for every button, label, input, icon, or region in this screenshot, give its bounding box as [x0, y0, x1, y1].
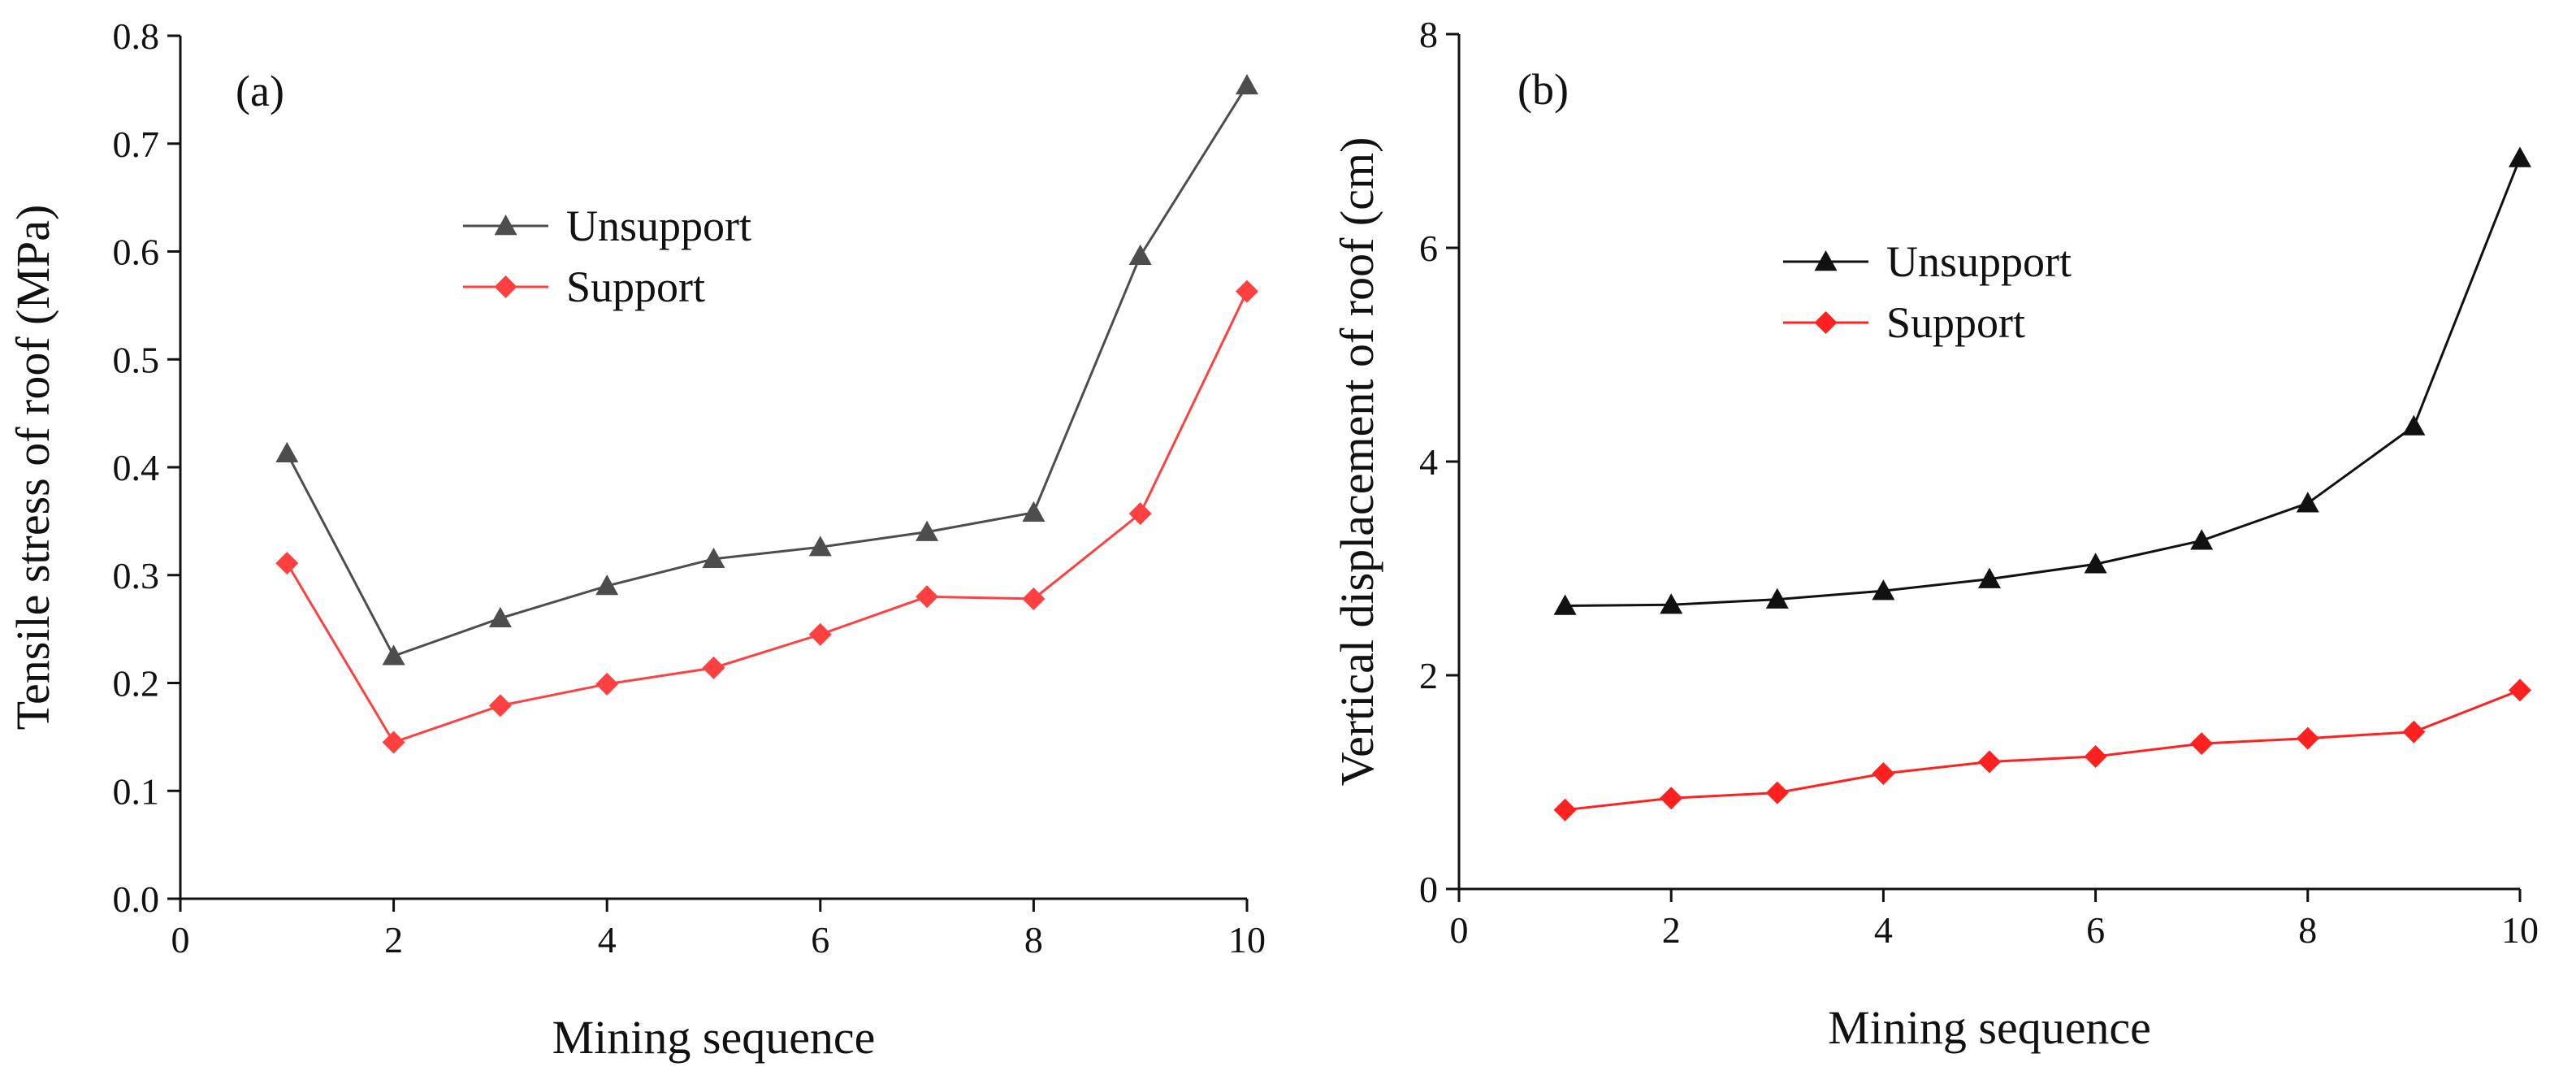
data-point-unsupport [1872, 579, 1895, 601]
series-line-unsupport [285, 85, 1249, 658]
data-point-unsupport [2084, 553, 2107, 574]
y-tick-label: 0.7 [113, 124, 160, 165]
data-point-unsupport [1236, 74, 1258, 95]
data-point-support [808, 622, 832, 646]
data-point-support [2190, 732, 2214, 756]
x-tick-label: 10 [1228, 919, 1266, 960]
data-point-unsupport [1022, 501, 1046, 522]
data-point-support [2084, 744, 2107, 768]
x-tick-label: 6 [2086, 909, 2105, 951]
x-tick-label: 0 [1450, 909, 1469, 951]
data-point-unsupport [808, 536, 832, 557]
data-point-unsupport [2190, 529, 2214, 550]
data-point-support [1660, 787, 1683, 810]
data-point-unsupport [1978, 567, 2001, 588]
series-line-support [286, 290, 1249, 744]
x-tick-label: 6 [811, 919, 829, 960]
x-tick-label: 2 [384, 919, 403, 960]
x-tick-label: 0 [171, 919, 190, 960]
data-point-unsupport [2296, 492, 2319, 513]
series-line-unsupport [1565, 157, 2522, 608]
y-tick-label: 6 [1419, 228, 1438, 269]
data-point-support [275, 552, 299, 575]
y-tick-label: 4 [1419, 441, 1438, 483]
data-point-support [1978, 750, 2001, 774]
data-point-unsupport [488, 606, 512, 628]
x-tick-label: 8 [2298, 909, 2317, 951]
y-axis-title: Tensile stress of roof (MPa) [6, 205, 59, 731]
chart-b: 0 2 4 6 8 10 0 2 4 6 8 Mining sequence Vertical disp… [1331, 14, 2539, 1054]
data-point-unsupport [275, 441, 299, 462]
y-tick-label: 0.2 [113, 663, 160, 705]
x-tick-label: 2 [1662, 909, 1681, 951]
data-point-support [595, 672, 619, 696]
y-tick-label: 0 [1419, 869, 1438, 910]
data-point-support [1765, 781, 1789, 804]
data-point-unsupport [916, 520, 939, 541]
data-point-unsupport [1128, 244, 1152, 266]
data-point-unsupport [702, 547, 725, 569]
y-tick-label: 0.3 [113, 555, 160, 596]
y-axis-title: Vertical displacement of roof (cm) [1331, 137, 1383, 787]
data-point-unsupport [595, 575, 619, 596]
legend-marker-support [1814, 311, 1838, 334]
data-point-support [382, 731, 405, 754]
x-tick-label: 4 [598, 919, 617, 960]
y-tick-label: 0.6 [113, 232, 160, 273]
data-point-support [1128, 502, 1152, 526]
data-point-support [2509, 679, 2531, 702]
y-tick-label: 0.0 [113, 878, 160, 920]
y-tick-label: 0.5 [113, 339, 160, 380]
panel-label: (b) [1517, 65, 1569, 114]
x-axis-title: Mining sequence [1828, 1001, 2151, 1054]
y-tick-label: 2 [1419, 655, 1438, 696]
data-point-unsupport [382, 644, 405, 666]
series-line-support [1565, 689, 2521, 812]
chart-a: 0 2 4 6 8 10 0.0 0.1 0.2 0.3 0.4 0.5 0.6 0.7 0.8 Mining… [6, 15, 1266, 1064]
legend-marker-unsupport [1814, 250, 1838, 271]
data-point-support [488, 694, 512, 718]
data-point-support [1022, 587, 1046, 610]
legend-marker-support [494, 275, 517, 298]
x-tick-label: 10 [2501, 909, 2539, 951]
data-point-unsupport [2509, 146, 2531, 167]
data-point-support [916, 585, 939, 609]
panel-label: (a) [236, 67, 284, 115]
x-tick-label: 8 [1024, 919, 1043, 960]
legend-label-support: Support [1886, 298, 2025, 347]
data-point-unsupport [1660, 593, 1683, 614]
y-tick-label: 0.8 [113, 15, 160, 57]
y-tick-label: 0.4 [113, 447, 160, 488]
x-axis-title: Mining sequence [552, 1011, 876, 1064]
data-point-support [1872, 761, 1895, 785]
data-point-unsupport [1765, 588, 1789, 609]
legend-label-support: Support [566, 262, 705, 311]
y-tick-label: 0.1 [113, 770, 160, 812]
legend-marker-unsupport [494, 215, 517, 236]
legend-label-unsupport: Unsupport [1886, 237, 2072, 286]
legend-label-unsupport: Unsupport [566, 202, 751, 250]
y-tick-label: 8 [1419, 14, 1438, 55]
data-point-support [702, 656, 725, 679]
data-point-unsupport [1553, 594, 1577, 615]
data-point-support [1236, 280, 1258, 303]
data-point-support [1553, 798, 1577, 822]
data-point-support [2296, 726, 2319, 750]
data-point-unsupport [2402, 414, 2426, 436]
x-tick-label: 4 [1874, 909, 1893, 951]
data-point-support [2402, 720, 2426, 744]
